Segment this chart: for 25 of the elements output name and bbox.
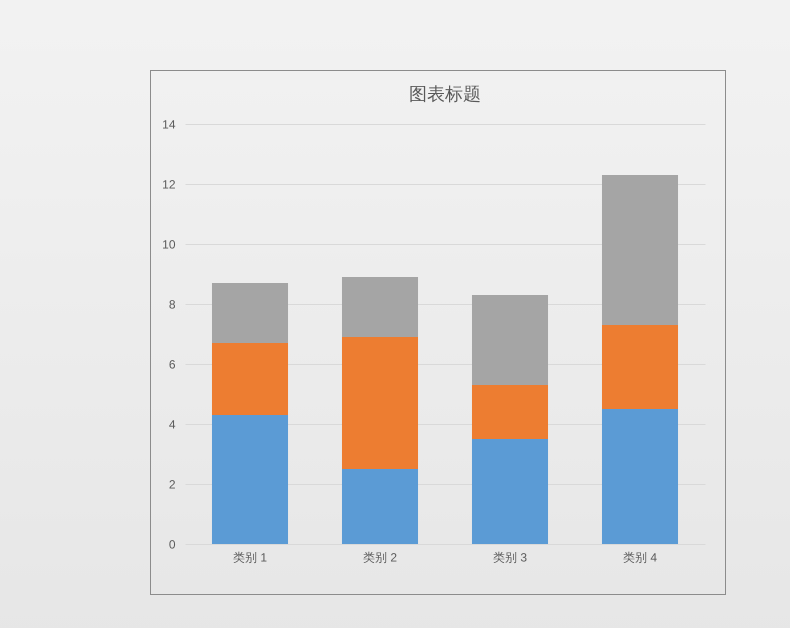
bar <box>472 385 548 439</box>
x-tick-label: 类别 2 <box>362 550 398 564</box>
bar <box>472 439 548 544</box>
x-tick-label: 类别 1 <box>232 550 268 564</box>
y-tick-label: 2 <box>168 478 176 492</box>
bar <box>212 343 288 415</box>
x-tick-label: 类别 3 <box>492 550 528 564</box>
bar <box>602 325 678 409</box>
y-tick-label: 14 <box>162 118 176 132</box>
x-tick-label: 类别 4 <box>622 550 658 564</box>
y-tick-label: 12 <box>162 178 176 192</box>
chart-title: 图表标题 <box>409 84 481 104</box>
y-tick-label: 0 <box>168 538 176 552</box>
bar <box>212 283 288 343</box>
y-tick-label: 6 <box>168 358 176 372</box>
bar <box>472 295 548 385</box>
y-tick-label: 10 <box>162 238 176 252</box>
bar <box>342 337 418 469</box>
y-tick-label: 4 <box>168 418 176 432</box>
bar <box>342 277 418 337</box>
bar <box>212 415 288 544</box>
bar <box>342 469 418 544</box>
y-tick-label: 8 <box>168 298 176 312</box>
bar <box>602 175 678 325</box>
bar <box>602 409 678 544</box>
